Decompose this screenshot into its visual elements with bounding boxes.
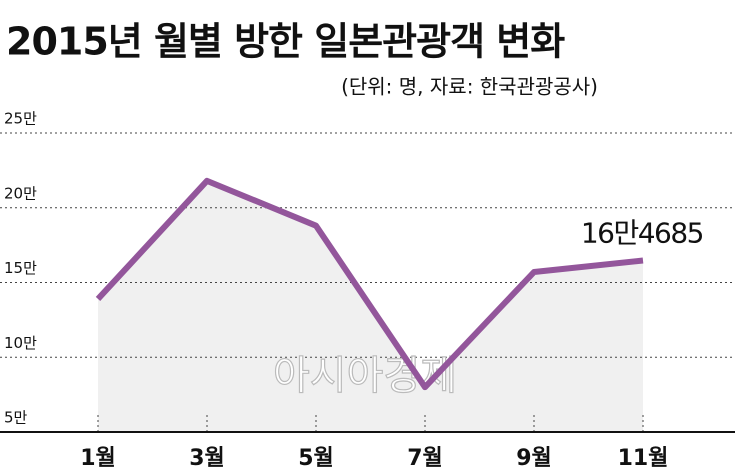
x-tick-label: 3월: [189, 446, 225, 471]
y-tick-label: 10만: [4, 334, 37, 352]
watermark: 아시아경제: [273, 353, 457, 399]
chart-title: 2015년 월별 방한 일본관광객 변화: [6, 20, 565, 64]
chart-subtitle: (단위: 명, 자료: 한국관광공사): [341, 75, 598, 99]
area: [98, 180, 643, 432]
y-tick-label: 5만: [4, 409, 28, 427]
x-tick-label: 11월: [618, 446, 669, 471]
y-tick-label: 20만: [4, 184, 37, 202]
y-tick-label: 25만: [4, 110, 37, 128]
line: [95, 177, 644, 391]
x-tick-label: 7월: [407, 446, 443, 471]
y-tick-label: 15만: [4, 259, 37, 277]
x-tick-label: 1월: [80, 446, 116, 471]
x-tick-label: 9월: [516, 446, 552, 471]
x-tick-label: 5월: [298, 446, 334, 471]
data-label: 16만4685: [581, 217, 703, 250]
